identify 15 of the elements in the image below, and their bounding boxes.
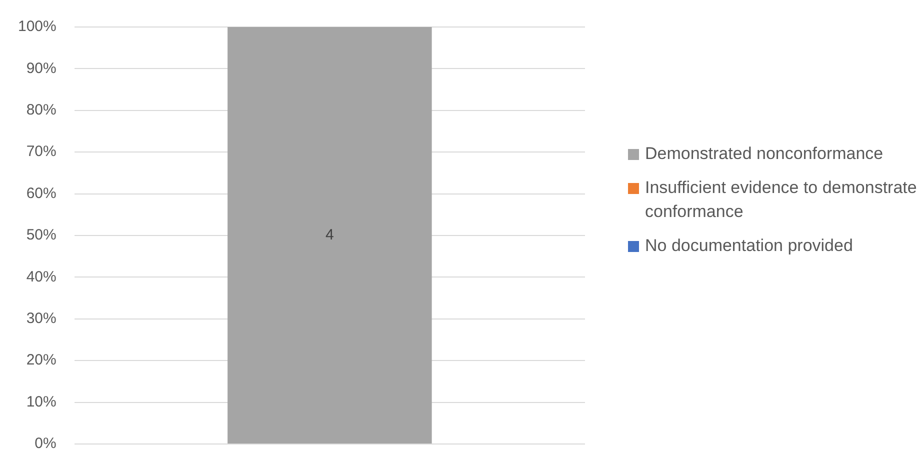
legend-label: No documentation provided: [645, 235, 853, 257]
y-tick-label: 0%: [34, 435, 56, 452]
y-tick-label: 100%: [18, 18, 56, 36]
y-tick-label: 90%: [26, 60, 56, 77]
annotation: 4: [326, 226, 334, 244]
y-tick-label: 80%: [26, 102, 56, 119]
y-tick-label: 20%: [26, 352, 56, 369]
y-tick-label: 60%: [26, 184, 56, 202]
legend-label: Demonstrated nonconformance: [645, 143, 884, 165]
y-tick-label: 10%: [26, 393, 56, 410]
y-tick-label: 30%: [26, 310, 56, 328]
y-tick-label: 50%: [26, 226, 56, 244]
y-tick-label: 70%: [26, 143, 56, 160]
y-tick-label: 40%: [26, 268, 56, 286]
legend-label: Insufficient evidence to demonstrate conformance: [645, 177, 918, 223]
